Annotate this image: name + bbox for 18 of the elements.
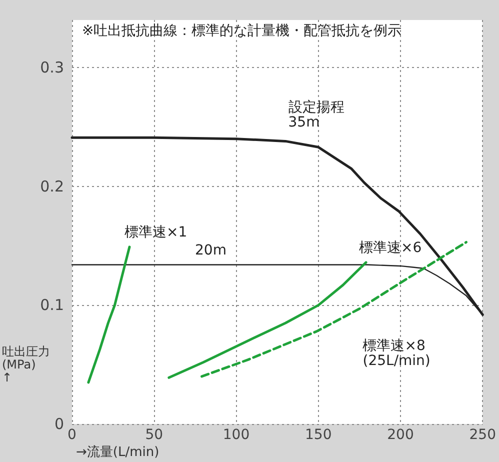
x-tick-label: 100 bbox=[222, 427, 250, 443]
x-axis-title: →流量(L/min) bbox=[76, 444, 160, 460]
y-tick-label: 0.3 bbox=[40, 58, 64, 77]
series-label: 標準速×8 (25L/min) bbox=[362, 338, 430, 369]
x-tick-label: 200 bbox=[387, 427, 414, 443]
series-label: 標準速×1 bbox=[124, 224, 188, 240]
series-label: 設定揚程 35m bbox=[288, 99, 344, 130]
x-tick-label: 250 bbox=[469, 427, 496, 443]
x-tick-label: 50 bbox=[145, 427, 164, 443]
y-tick-label: 0.2 bbox=[40, 177, 64, 196]
y-tick-label: 0.1 bbox=[40, 296, 64, 314]
series-label: 20m bbox=[195, 242, 226, 258]
y-axis-title: 吐出圧力 (MPa) ↑ bbox=[2, 344, 50, 384]
x-tick-label: 150 bbox=[305, 427, 332, 443]
annotation: ※吐出抵抗曲線：標準的な計量機・配管抵抗を例示 bbox=[82, 23, 402, 39]
series-label: 標準速×6 bbox=[359, 240, 422, 256]
x-tick-label: 0 bbox=[68, 427, 76, 443]
line-series bbox=[87, 246, 131, 384]
